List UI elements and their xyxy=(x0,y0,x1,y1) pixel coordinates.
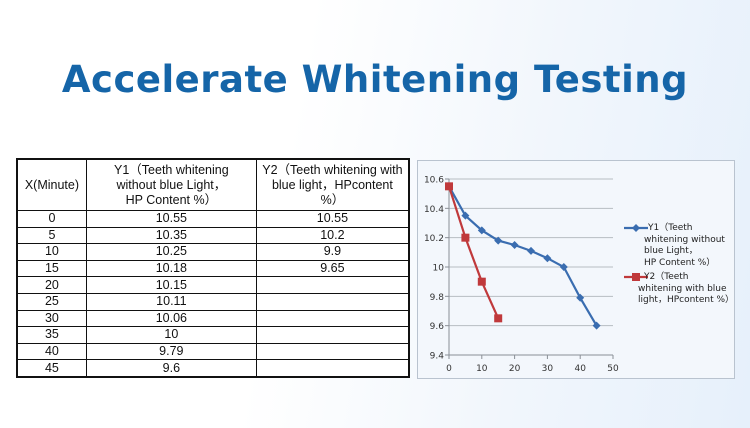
x-tick-label: 10 xyxy=(476,364,488,374)
header-line: X(Minute) xyxy=(24,177,80,192)
cell-y1: 10.55 xyxy=(85,210,257,228)
data-table: X(Minute) Y1（Teeth whitening without blue… xyxy=(16,158,410,378)
header-line: HP Content %） xyxy=(125,192,218,207)
legend-line-text: Y1（Teeth xyxy=(648,223,693,233)
legend-label-1: Y1（Teeth whitening without blue Light， HP C… xyxy=(644,223,725,269)
cell-y1: 10.35 xyxy=(85,226,257,245)
header-line: blue light，HPcontent xyxy=(271,177,393,192)
cell-y1: 10.06 xyxy=(85,309,257,328)
cell-x: 40 xyxy=(16,342,87,361)
cell-y2 xyxy=(255,276,410,294)
y-tick-label: 9.6 xyxy=(430,322,445,332)
cell-y1: 10.15 xyxy=(85,276,257,294)
cell-y2: 9.9 xyxy=(255,243,410,261)
legend-line-text: light，HPcontent %） xyxy=(638,295,735,305)
diamond-marker xyxy=(592,321,601,330)
diamond-marker xyxy=(510,241,519,249)
table-row: 40 9.79 xyxy=(16,342,410,361)
table-body: 0 10.55 10.55 5 10.35 10.2 10 10.25 9.9 15 10.18 9.… xyxy=(16,210,410,378)
square-marker xyxy=(494,314,503,323)
cell-y1: 10.18 xyxy=(85,259,257,278)
cell-y1: 9.79 xyxy=(85,342,257,361)
table-row: 10 10.25 9.9 xyxy=(16,243,410,261)
diamond-marker xyxy=(461,211,470,220)
square-marker xyxy=(445,182,453,191)
header-line: Y2（Teeth whitening with xyxy=(262,162,403,177)
diamond-marker xyxy=(494,236,503,245)
cell-x: 0 xyxy=(16,210,87,228)
legend-line-text: whitening without xyxy=(644,234,725,245)
cell-x: 20 xyxy=(16,276,87,294)
legend-label-2: Y2（Teeth whitening with blue light，HPconte… xyxy=(638,272,734,307)
diamond-marker xyxy=(543,254,552,263)
cell-y2 xyxy=(255,342,410,361)
table-row: 45 9.6 xyxy=(16,359,410,378)
legend-line-text: HP Content %） xyxy=(644,257,716,268)
cell-x: 35 xyxy=(16,326,87,344)
y-tick-label: 10.4 xyxy=(424,205,444,215)
table-row: 20 10.15 xyxy=(16,276,410,294)
table-row: 30 10.06 xyxy=(16,309,410,328)
diamond-marker xyxy=(576,293,585,302)
header-y2: Y2（Teeth whitening with blue light，HPcont… xyxy=(255,158,410,211)
diamond-marker xyxy=(477,226,486,235)
legend-line-text: whitening with blue xyxy=(638,283,727,294)
y-tick-label: 9.8 xyxy=(430,293,445,303)
cell-y2 xyxy=(255,292,410,311)
y-tick-label: 9.4 xyxy=(430,352,445,362)
cell-y2 xyxy=(255,326,410,344)
cell-x: 10 xyxy=(16,243,87,261)
table-header-row: X(Minute) Y1（Teeth whitening without blue… xyxy=(16,158,410,211)
table-row: 15 10.18 9.65 xyxy=(16,259,410,278)
diamond-marker xyxy=(632,224,640,232)
cell-x: 30 xyxy=(16,309,87,328)
x-tick-label: 20 xyxy=(509,364,521,374)
x-tick-label: 40 xyxy=(574,364,586,374)
cell-y2: 9.65 xyxy=(255,259,410,278)
table-row: 5 10.35 10.2 xyxy=(16,226,410,245)
table-row: 25 10.11 xyxy=(16,292,410,311)
chart-canvas: 9.4 9.6 9.8 10 10.2 10.4 10.6 0 10 20 30 40 50 xyxy=(424,176,648,374)
y-tick-label: 10.2 xyxy=(424,234,444,244)
line-chart: 9.4 9.6 9.8 10 10.2 10.4 10.6 0 10 20 30 40 50 Y1（Te… xyxy=(417,160,735,379)
header-x-minute: X(Minute) xyxy=(16,158,87,211)
legend-line-text: blue Light， xyxy=(644,246,698,256)
page-title: Accelerate Whitening Testing xyxy=(61,58,689,101)
cell-y2: 10.2 xyxy=(255,226,410,245)
table-row: 0 10.55 10.55 xyxy=(16,210,410,228)
cell-x: 5 xyxy=(16,226,87,245)
y-tick-label: 10 xyxy=(433,264,445,274)
cell-y2: 10.55 xyxy=(255,210,410,228)
series-1-line xyxy=(448,185,598,327)
cell-y1: 9.6 xyxy=(85,359,257,378)
cell-y2 xyxy=(255,359,410,378)
header-line: without blue Light， xyxy=(116,177,227,192)
diamond-marker xyxy=(559,263,568,271)
table-row: 35 10 xyxy=(16,326,410,344)
cell-y1: 10 xyxy=(85,326,257,344)
cell-x: 45 xyxy=(16,359,87,378)
cell-y2 xyxy=(255,309,410,328)
cell-y1: 10.11 xyxy=(85,292,257,311)
y-tick-label: 10.6 xyxy=(424,176,444,186)
x-tick-label: 50 xyxy=(607,364,619,374)
x-tick-label: 0 xyxy=(446,364,452,374)
header-line: %） xyxy=(320,192,345,207)
cell-y1: 10.25 xyxy=(85,243,257,261)
header-y1: Y1（Teeth whitening without blue Light， HP … xyxy=(85,158,257,211)
cell-x: 25 xyxy=(16,292,87,311)
legend-line-text: Y2（Teeth xyxy=(644,272,689,282)
diamond-marker xyxy=(527,246,535,255)
square-marker xyxy=(477,277,486,286)
x-tick-label: 30 xyxy=(542,364,554,374)
header-line: Y1（Teeth whitening xyxy=(114,162,229,177)
cell-x: 15 xyxy=(16,259,87,278)
square-marker xyxy=(461,233,470,242)
series-2-line xyxy=(447,185,500,319)
square-marker xyxy=(632,273,640,281)
